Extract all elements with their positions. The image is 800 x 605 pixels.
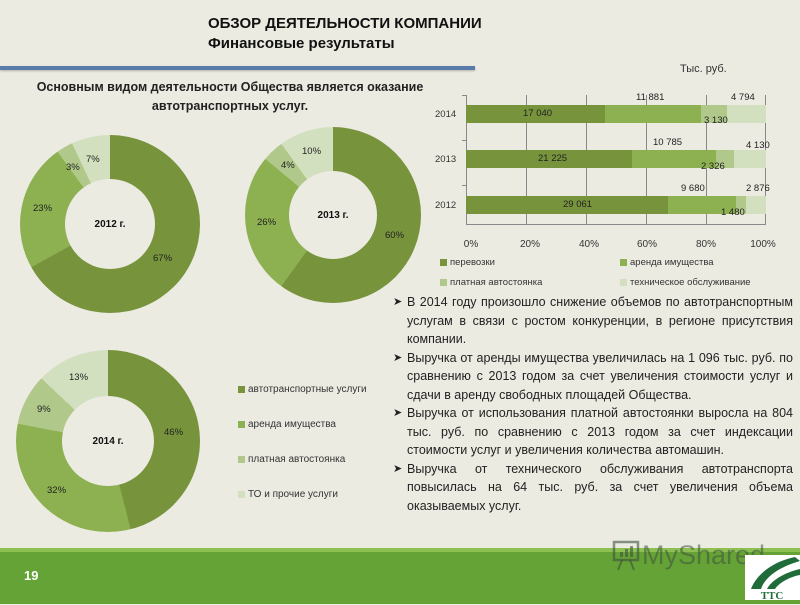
footer-bar: [0, 548, 800, 604]
bullet-item: ➤ Выручка от использования платной автост…: [393, 404, 793, 460]
bar-segment: [726, 105, 766, 123]
value-label: 2 876: [746, 183, 770, 194]
bullet-list: ➤ В 2014 году произошло снижение объемов …: [393, 293, 793, 515]
value-label: 9 680: [681, 183, 705, 194]
bar-segment: [604, 105, 702, 123]
y-tick-label: 2012: [435, 200, 457, 211]
pie-label: 7%: [86, 154, 100, 165]
legend-item: платная автостоянка: [238, 442, 367, 477]
arrow-bullet-icon: ➤: [393, 296, 403, 308]
pie-label: 32%: [47, 485, 67, 496]
pie-label: 3%: [66, 162, 80, 173]
donut-center-label: 2013 г.: [289, 171, 377, 259]
bar-segment: [466, 150, 632, 168]
road-logo-icon: ТТС: [751, 557, 800, 602]
value-label: 4 794: [731, 92, 755, 103]
pie-label: 13%: [69, 372, 89, 383]
pie-label: 23%: [33, 203, 53, 214]
page-title: ОБЗОР ДЕЯТЕЛЬНОСТИ КОМПАНИИ: [208, 15, 482, 32]
bar-segment: [735, 196, 746, 214]
x-tick-label: 40%: [578, 239, 600, 250]
company-logo: ТТС: [745, 555, 800, 602]
pie-label: 60%: [385, 230, 405, 241]
stacked-bar-chart: 17 040 11 881 3 130 4 794 21 225 10 785 …: [462, 92, 770, 225]
legend-swatch: [620, 259, 627, 266]
legend-swatch: [440, 259, 447, 266]
x-tick-label: 80%: [695, 239, 717, 250]
x-tick-label: 100%: [750, 239, 776, 250]
pie-label: 9%: [37, 404, 51, 415]
pie-label: 4%: [281, 160, 295, 171]
value-label: 11 881: [636, 92, 665, 103]
value-label: 1 480: [721, 207, 745, 218]
donut-center-label: 2014 г.: [62, 396, 154, 486]
legend-item: автотранспортные услуги: [238, 372, 367, 407]
x-tick-label: 60%: [636, 239, 658, 250]
bar-2014: [466, 105, 766, 123]
legend-item: платная автостоянка: [440, 277, 542, 288]
bar-segment: [668, 196, 736, 214]
bullet-item: ➤ Выручка от технического обслуживания ав…: [393, 460, 793, 516]
unit-label: Тыс. руб.: [680, 63, 727, 75]
legend-swatch: [238, 421, 245, 428]
value-label: 2 326: [701, 161, 725, 172]
arrow-bullet-icon: ➤: [393, 351, 403, 364]
bar-segment: [631, 150, 716, 168]
x-tick-label: 20%: [519, 239, 541, 250]
value-label: 17 040: [523, 108, 553, 119]
legend-item: техническое обслуживание: [620, 277, 751, 288]
watermark: MyShared: [610, 538, 765, 572]
donut-center-label: 2012 г.: [65, 179, 155, 269]
legend-item: аренда имущества: [238, 407, 367, 442]
donut-chart-2014: 2014 г.: [16, 350, 200, 532]
bullet-item: ➤ В 2014 году произошло снижение объемов …: [393, 293, 793, 349]
bullet-item: ➤ Выручка от аренды имущества увеличилась…: [393, 349, 793, 405]
value-label: 10 785: [653, 137, 683, 148]
value-label: 21 225: [538, 153, 568, 164]
page-subtitle: Финансовые результаты: [208, 35, 395, 52]
legend-swatch: [238, 386, 245, 393]
bar-2013: [466, 150, 766, 168]
x-axis: [466, 224, 766, 225]
arrow-bullet-icon: ➤: [393, 462, 403, 475]
y-tick-label: 2014: [435, 109, 457, 120]
pie-label: 67%: [153, 253, 173, 264]
donut-chart-2012: 2012 г.: [20, 135, 200, 313]
legend-swatch: [620, 279, 627, 286]
header-divider: [0, 66, 475, 70]
y-tick: [462, 140, 466, 141]
legend-swatch: [238, 456, 245, 463]
value-label: 29 061: [563, 199, 593, 210]
svg-text:ТТС: ТТС: [761, 590, 784, 600]
page-number: 19: [24, 568, 39, 583]
legend-item: аренда имущества: [620, 257, 714, 268]
bar-2012: [466, 196, 766, 214]
legend-swatch: [238, 491, 245, 498]
y-tick-label: 2013: [435, 154, 457, 165]
bar-segment: [745, 196, 766, 214]
arrow-bullet-icon: ➤: [393, 407, 403, 419]
pie-label: 26%: [257, 217, 277, 228]
legend-swatch: [440, 279, 447, 286]
bar-segment: [466, 196, 669, 214]
pie-label: 46%: [164, 427, 184, 438]
bar-segment: [466, 105, 605, 123]
legend-item: ТО и прочие услуги: [238, 477, 367, 512]
value-label: 4 130: [746, 140, 770, 151]
value-label: 3 130: [704, 115, 728, 126]
pie-label: 10%: [302, 146, 322, 157]
x-tick-label: 0%: [463, 239, 479, 250]
bar-segment: [701, 105, 727, 123]
bar-segment: [733, 150, 766, 168]
presentation-icon: [612, 540, 640, 571]
y-tick: [462, 185, 466, 186]
bar-segment: [715, 150, 734, 168]
y-tick: [462, 95, 466, 96]
donut-legend: автотранспортные услуги аренда имущества…: [238, 372, 367, 512]
legend-item: перевозки: [440, 257, 495, 268]
donut-chart-2013: 2013 г.: [245, 127, 421, 303]
intro-text: Основным видом деятельности Общества явл…: [36, 80, 424, 113]
